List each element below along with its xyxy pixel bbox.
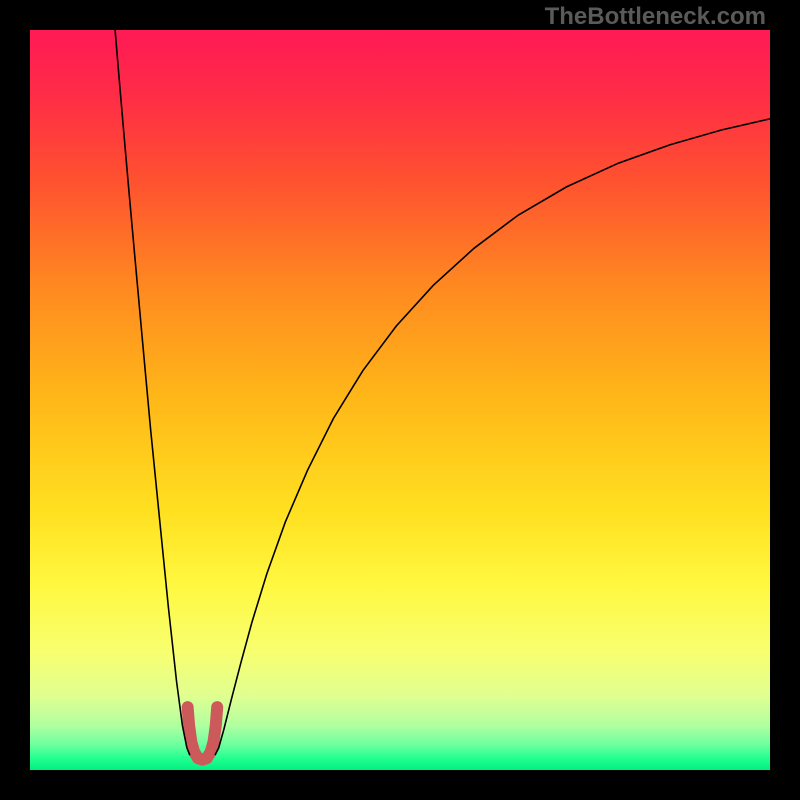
watermark-text: TheBottleneck.com — [545, 3, 766, 31]
gradient-background — [30, 30, 770, 770]
chart-plot-area — [30, 30, 770, 770]
chart-svg — [30, 30, 770, 770]
